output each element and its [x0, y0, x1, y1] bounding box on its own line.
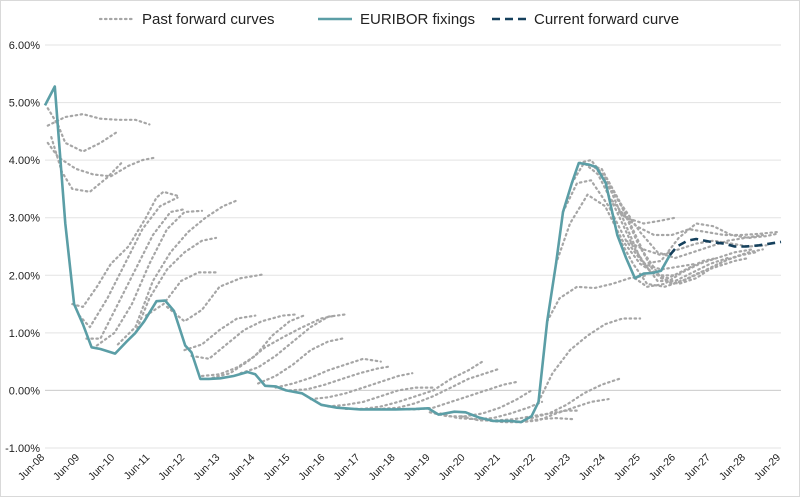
- past-forward-curve-line: [211, 314, 337, 379]
- past-forward-curve-line: [134, 236, 218, 334]
- past-forward-curve-line: [546, 274, 649, 323]
- past-forward-curve-line: [530, 377, 621, 420]
- y-tick-label: 1.00%: [9, 328, 40, 340]
- gridlines: [45, 44, 781, 449]
- past-forward-curve-line: [165, 273, 263, 323]
- legend-label-current-forward-curve: Current forward curve: [534, 11, 679, 28]
- past-forward-curve-line: [616, 233, 750, 288]
- past-forward-curve-line: [257, 337, 344, 385]
- past-forward-curve-line: [617, 210, 778, 237]
- legend: Past forward curves EURIBOR fixings Curr…: [98, 11, 679, 28]
- past-forward-curve-line: [183, 314, 257, 352]
- past-forward-curve-line: [537, 317, 642, 403]
- y-tick-label: -1.00%: [5, 443, 40, 455]
- past-forward-curve-line: [95, 209, 204, 347]
- y-tick-label: 4.00%: [9, 155, 40, 167]
- legend-label-euribor-fixings: EURIBOR fixings: [360, 11, 475, 28]
- past-forward-curve-line: [428, 389, 533, 418]
- y-tick-label: 3.00%: [9, 213, 40, 225]
- past-forward-curves: [46, 107, 778, 424]
- past-forward-curve-line: [344, 360, 484, 410]
- current-forward-curve-line: [668, 237, 782, 256]
- past-forward-curve-line: [633, 248, 754, 288]
- past-forward-curve-line: [46, 112, 151, 127]
- legend-item-past-forward-curves: Past forward curves: [98, 11, 275, 28]
- past-forward-curve-line: [288, 365, 393, 392]
- past-forward-curve-line: [144, 271, 218, 317]
- past-forward-curve-line: [71, 190, 179, 308]
- past-forward-curve-line: [610, 199, 677, 225]
- past-forward-curve-line: [239, 313, 347, 375]
- legend-label-past-forward-curves: Past forward curves: [142, 11, 275, 28]
- legend-item-current-forward-curve: Current forward curve: [492, 11, 679, 28]
- y-tick-label: 5.00%: [9, 98, 40, 110]
- past-forward-curve-line: [642, 222, 778, 265]
- past-forward-curve-line: [200, 314, 305, 378]
- past-forward-curve-line: [190, 313, 298, 360]
- past-forward-curve-line: [439, 400, 544, 421]
- past-forward-curve-line: [116, 199, 239, 346]
- past-forward-curve-line: [604, 182, 764, 260]
- past-forward-curve-line: [362, 367, 501, 411]
- y-axis-tick-labels: -1.00% 0.00% 1.00% 2.00% 3.00% 4.00% 5.00% 6.00…: [5, 40, 40, 455]
- past-forward-curve-line: [78, 196, 179, 329]
- y-tick-label: 2.00%: [9, 270, 40, 282]
- past-forward-curve-line: [519, 398, 610, 424]
- past-forward-curve-line: [460, 409, 579, 422]
- past-forward-curve-line: [274, 357, 382, 389]
- past-forward-curve-line: [577, 159, 729, 283]
- past-forward-curve-line: [309, 372, 414, 401]
- y-tick-label: 6.00%: [9, 40, 40, 52]
- legend-item-euribor-fixings: EURIBOR fixings: [318, 11, 475, 28]
- y-tick-label: 0.00%: [9, 385, 40, 397]
- past-forward-curve-line: [327, 386, 435, 408]
- euribor-fixings-line: [43, 85, 672, 424]
- main-series: [43, 85, 782, 424]
- past-forward-curve-line: [85, 208, 187, 340]
